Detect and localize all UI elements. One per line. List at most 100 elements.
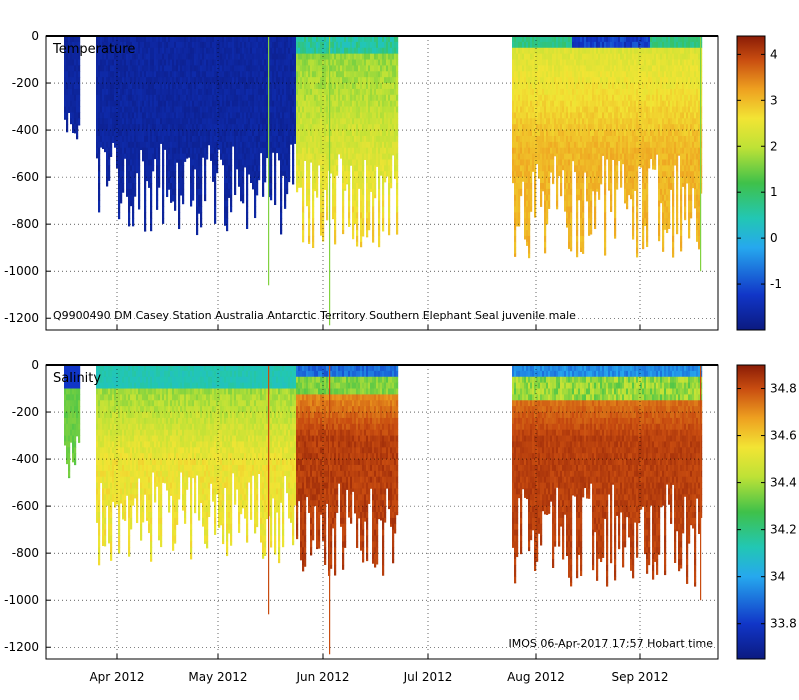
profile-cell bbox=[380, 100, 383, 107]
profile-cell bbox=[206, 53, 209, 60]
profile-cell bbox=[180, 100, 183, 107]
profile-cell bbox=[248, 159, 251, 166]
profile-cell bbox=[528, 147, 531, 154]
profile-cell bbox=[352, 218, 355, 225]
profile-cell bbox=[228, 141, 231, 149]
profile-cell bbox=[372, 200, 375, 207]
profile-cell bbox=[548, 206, 551, 209]
profile-cell bbox=[170, 88, 173, 96]
profile-cell bbox=[266, 88, 269, 96]
profile-cell bbox=[130, 141, 133, 149]
profile-cell bbox=[372, 53, 375, 60]
profile-cell bbox=[204, 47, 207, 55]
profile-cell bbox=[380, 171, 383, 176]
profile-cell bbox=[218, 141, 221, 149]
profile-cell bbox=[254, 71, 257, 78]
profile-cell bbox=[516, 41, 519, 49]
profile-cell bbox=[182, 36, 185, 43]
profile-cell bbox=[318, 47, 321, 55]
profile-cell bbox=[350, 130, 353, 137]
profile-cell bbox=[136, 153, 139, 160]
profile-cell bbox=[540, 112, 543, 119]
profile-cell bbox=[68, 88, 71, 96]
profile-cell bbox=[166, 47, 169, 55]
profile-cell bbox=[224, 200, 227, 207]
profile-cell bbox=[276, 83, 279, 90]
profile-cell bbox=[242, 200, 245, 204]
profile-cell bbox=[178, 71, 181, 78]
profile-cell bbox=[520, 112, 523, 119]
profile-cell bbox=[384, 130, 387, 137]
profile-cell bbox=[112, 53, 115, 60]
profile-cell bbox=[556, 59, 559, 66]
profile-cell bbox=[152, 41, 155, 49]
profile-cell bbox=[118, 47, 121, 55]
profile-cell bbox=[212, 65, 215, 72]
profile-cell bbox=[214, 36, 217, 43]
profile-cell bbox=[392, 41, 395, 49]
profile-cell bbox=[136, 94, 139, 102]
profile-cell bbox=[188, 147, 191, 154]
profile-cell bbox=[274, 88, 277, 96]
profile-cell bbox=[290, 94, 293, 102]
profile-cell bbox=[558, 53, 561, 60]
profile-cell bbox=[320, 177, 323, 184]
profile-cell bbox=[368, 88, 371, 96]
profile-cell bbox=[174, 153, 177, 160]
profile-cell bbox=[150, 206, 153, 213]
profile-cell bbox=[200, 100, 203, 107]
profile-cell bbox=[180, 194, 183, 196]
profile-cell bbox=[162, 36, 165, 43]
profile-cell bbox=[534, 171, 537, 178]
profile-cell bbox=[352, 188, 355, 196]
profile-cell bbox=[294, 141, 297, 144]
profile-cell bbox=[280, 59, 283, 66]
profile-cell bbox=[314, 65, 317, 72]
profile-cell bbox=[226, 147, 229, 154]
profile-cell bbox=[542, 183, 545, 190]
profile-cell bbox=[556, 112, 559, 119]
profile-cell bbox=[302, 230, 305, 237]
profile-cell bbox=[118, 147, 121, 154]
profile-cell bbox=[248, 153, 251, 160]
profile-cell bbox=[228, 194, 231, 198]
profile-cell bbox=[144, 147, 147, 154]
profile-cell bbox=[326, 218, 329, 221]
profile-cell bbox=[232, 112, 235, 119]
profile-cell bbox=[146, 130, 149, 137]
profile-cell bbox=[264, 100, 267, 107]
profile-cell bbox=[118, 106, 121, 113]
profile-cell bbox=[178, 53, 181, 60]
profile-cell bbox=[394, 59, 397, 66]
profile-cell bbox=[70, 36, 73, 43]
profile-cell bbox=[526, 183, 529, 190]
profile-cell bbox=[384, 141, 387, 149]
profile-cell bbox=[276, 147, 279, 154]
profile-cell bbox=[390, 165, 393, 172]
profile-cell bbox=[550, 59, 553, 66]
profile-cell bbox=[318, 153, 321, 160]
profile-cell bbox=[206, 100, 209, 107]
profile-cell bbox=[192, 141, 195, 149]
profile-cell bbox=[154, 112, 157, 119]
profile-cell bbox=[236, 165, 239, 170]
profile-cell bbox=[186, 153, 189, 159]
profile-cell bbox=[370, 165, 373, 172]
profile-cell bbox=[204, 165, 207, 172]
profile-cell bbox=[334, 71, 337, 78]
profile-cell bbox=[522, 124, 525, 131]
profile-cell bbox=[322, 112, 325, 119]
profile-cell bbox=[566, 88, 569, 96]
profile-cell bbox=[378, 159, 381, 166]
profile-cell bbox=[192, 83, 195, 90]
profile-cell bbox=[260, 106, 263, 113]
profile-cell bbox=[548, 94, 551, 102]
profile-cell bbox=[238, 100, 241, 107]
profile-cell bbox=[190, 112, 193, 119]
profile-cell bbox=[254, 59, 257, 66]
profile-cell bbox=[346, 183, 349, 185]
profile-cell bbox=[348, 47, 351, 55]
profile-cell bbox=[372, 147, 375, 154]
profile-cell bbox=[186, 53, 189, 60]
profile-cell bbox=[224, 183, 227, 190]
